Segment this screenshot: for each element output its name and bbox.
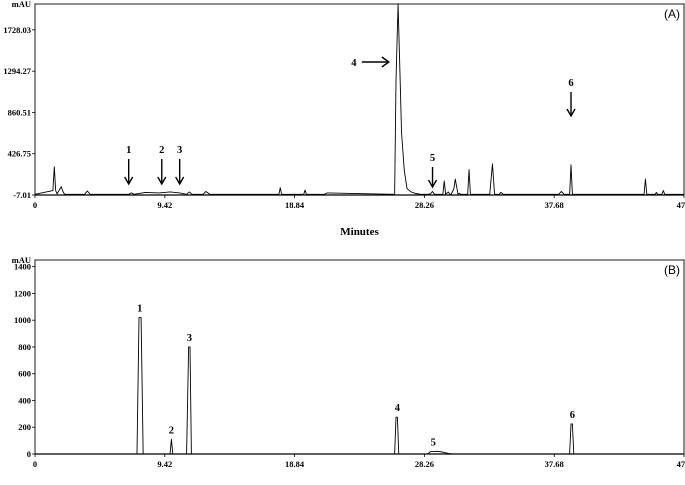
peak-arrowhead — [124, 176, 134, 186]
peak-arrowhead — [157, 176, 167, 186]
peak-label: 1 — [126, 145, 131, 156]
plot-frame — [34, 3, 685, 196]
chart-panel-b: 0 9.42 18.84 28.26 37.68 47.1 0 200 400 600 800 100… — [12, 255, 685, 469]
y-tick-label: 400 — [18, 395, 31, 405]
y-tick-label: 1000 — [14, 315, 31, 325]
y-unit-label: mAU — [12, 0, 31, 9]
y-tick-label: 1400 — [14, 262, 31, 272]
x-tick-label: 18.84 — [285, 200, 305, 210]
peak-label: 3 — [177, 145, 182, 156]
y-tick-label: 1294.27 — [3, 66, 31, 76]
x-axis-title: Minutes — [340, 226, 379, 238]
x-tick-label: 37.68 — [545, 200, 564, 210]
x-tick-label: 47.1 — [677, 200, 685, 210]
y-tick-label: 426.75 — [8, 149, 31, 159]
chromatogram-trace — [35, 317, 684, 455]
peak-arrowhead — [427, 179, 438, 189]
peak-label: 1 — [137, 304, 142, 315]
y-tick-label: 800 — [18, 342, 31, 352]
peak-arrowhead — [175, 176, 185, 186]
x-tick-label: 0 — [33, 459, 37, 469]
y-unit-label: mAU — [12, 255, 31, 265]
x-tick-label: 9.42 — [157, 200, 172, 210]
x-tick-label: 18.84 — [285, 459, 305, 469]
peak-label: 5 — [431, 437, 436, 448]
x-tick-label: 47.1 — [677, 459, 685, 469]
y-tick-label: -7.01 — [13, 190, 31, 200]
y-tick-label: 1728.03 — [3, 25, 31, 35]
x-tick-label: 0 — [33, 200, 37, 210]
y-tick-label: 0 — [27, 449, 31, 459]
chromatogram-trace — [34, 3, 684, 195]
peak-arrowhead — [566, 108, 576, 118]
panel-label: (A) — [664, 7, 680, 21]
y-tick-label: 860.51 — [8, 107, 31, 117]
peak-label: 4 — [395, 403, 401, 414]
peak-label: 6 — [570, 410, 575, 421]
peak-label: 3 — [187, 333, 192, 344]
plot-frame — [34, 259, 685, 455]
peak-label: 2 — [159, 145, 164, 156]
peak-label: 4 — [351, 58, 357, 69]
x-tick-label: 9.42 — [157, 459, 172, 469]
peak-label: 6 — [568, 78, 573, 89]
peak-label: 2 — [169, 425, 174, 436]
x-tick-label: 28.26 — [415, 200, 434, 210]
peak-arrowhead — [381, 56, 391, 68]
y-tick-label: 600 — [18, 369, 31, 379]
peak-label: 5 — [430, 153, 435, 164]
x-tick-label: 28.26 — [415, 459, 434, 469]
y-tick-label: 200 — [18, 422, 31, 432]
panel-label: (B) — [664, 263, 680, 277]
chart-panel-a: 0 9.42 18.84 28.26 37.68 47.1 -7.01 426.75 860.5… — [3, 0, 685, 238]
x-tick-label: 37.68 — [545, 459, 564, 469]
y-tick-label: 1200 — [14, 288, 31, 298]
